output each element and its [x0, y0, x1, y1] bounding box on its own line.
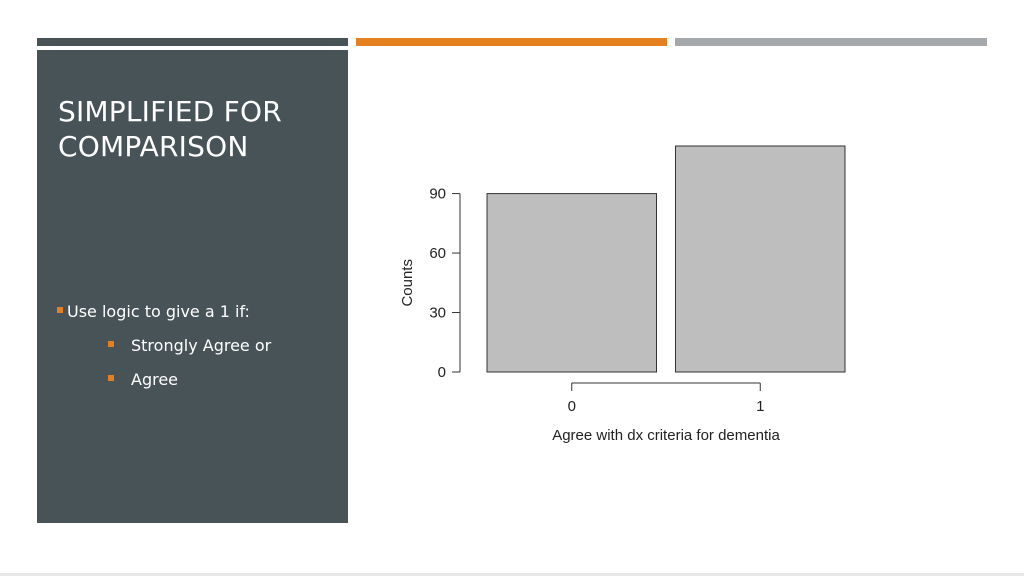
y-tick-label: 30 — [429, 305, 446, 322]
bar — [486, 193, 657, 373]
x-tick-label: 0 — [568, 398, 576, 415]
bar-chart: 0 30 60 90 Counts 0 1 Agree with dx criteria fo… — [399, 145, 846, 444]
y-tick-label: 90 — [429, 186, 446, 203]
x-axis-label: Agree with dx criteria for dementia — [552, 427, 780, 444]
bullet-item-level2: Strongly Agree or — [108, 336, 271, 355]
bullet-item-level1: Use logic to give a 1 if: — [57, 302, 250, 321]
title-panel: SIMPLIFIED FOR COMPARISON Use logic to g… — [37, 50, 348, 523]
bullet-item-level2: Agree — [108, 370, 178, 389]
y-tick-label: 60 — [429, 245, 446, 262]
bottom-strip — [0, 573, 1024, 576]
bullet-text: Agree — [131, 370, 179, 389]
bar — [675, 145, 846, 373]
square-bullet-icon — [108, 340, 114, 347]
square-bullet-icon — [57, 306, 63, 313]
y-axis-label: Counts — [399, 259, 416, 307]
accent-bar-dark — [37, 38, 348, 46]
accent-bar-gray — [675, 38, 987, 46]
slide-title: SIMPLIFIED FOR COMPARISON — [58, 95, 282, 163]
x-tick-label: 1 — [756, 398, 764, 415]
bullet-text: Strongly Agree or — [131, 336, 272, 355]
accent-bar-orange — [356, 38, 667, 46]
bullet-text: Use logic to give a 1 if: — [67, 302, 250, 321]
y-tick-label: 0 — [438, 364, 446, 381]
square-bullet-icon — [108, 374, 114, 381]
